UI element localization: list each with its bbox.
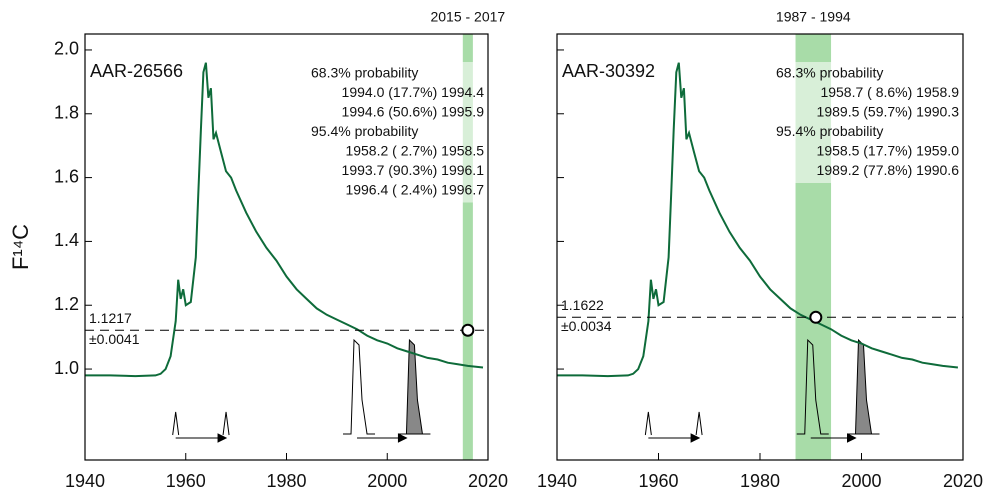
y-tick-label: 1.8 [54, 103, 79, 123]
probability-range: 1958.5 (17.7%) 1959.0 [817, 143, 960, 159]
sketch-dist [343, 338, 376, 435]
x-tick-label: 1960 [638, 471, 678, 491]
data-line [85, 62, 484, 378]
sketch-arrowhead [397, 433, 408, 443]
sketch-peak [172, 411, 180, 436]
measurement-value: 1.1217 [89, 310, 132, 326]
x-tick-label: 1980 [740, 471, 780, 491]
sketch-peak [644, 411, 652, 436]
calibration-sketch [644, 338, 880, 443]
calibration-sketch [172, 338, 431, 443]
data-line [557, 62, 959, 378]
sketch-peak [222, 411, 230, 436]
measurement-error: ±0.0034 [561, 318, 612, 334]
probability-range: 1958.2 ( 2.7%) 1958.5 [345, 143, 484, 159]
x-tick-label: 2000 [367, 471, 407, 491]
y-axis-label: F¹⁴C [8, 224, 33, 270]
plot-frame [556, 33, 964, 461]
sketch-arrowhead [847, 433, 857, 443]
y-tick-label: 1.0 [54, 358, 79, 378]
highlight-band [462, 34, 473, 460]
y-tick-label: 1.6 [54, 166, 79, 186]
sketch-peak [695, 411, 703, 436]
sketch-dist [847, 338, 880, 435]
probability-level: 68.3% probability [776, 65, 883, 81]
y-tick-label: 1.4 [54, 230, 79, 250]
sketch-arrowhead [217, 433, 228, 443]
plot-frame [84, 33, 489, 461]
x-tick-label: 1980 [266, 471, 306, 491]
probability-level: 95.4% probability [776, 123, 883, 139]
x-tick-label: 1940 [537, 471, 577, 491]
annotation-backdrop [772, 62, 961, 183]
probability-level: 95.4% probability [311, 123, 418, 139]
probability-range: 1989.5 (59.7%) 1990.3 [817, 104, 960, 120]
probability-range: 1994.0 (17.7%) 1994.4 [342, 84, 485, 100]
probability-range: 1994.6 (50.6%) 1995.9 [342, 104, 485, 120]
x-tick-label: 2000 [841, 471, 881, 491]
x-tick-label: 2020 [943, 471, 983, 491]
sketch-dist [796, 338, 829, 435]
sketch-arrowhead [690, 433, 701, 443]
sketch-dist [398, 338, 431, 435]
y-tick-label: 1.2 [54, 294, 79, 314]
y-tick-label: 2.0 [54, 39, 79, 59]
measurement-point [809, 310, 823, 324]
probability-range: 1993.7 (90.3%) 1996.1 [342, 162, 485, 178]
probability-level: 68.3% probability [311, 65, 418, 81]
annotation-backdrop [307, 62, 486, 203]
panel-title: AAR-26566 [90, 61, 183, 81]
panel-title: AAR-30392 [562, 61, 655, 81]
measurement-value: 1.1622 [561, 297, 604, 313]
measurement-error: ±0.0041 [89, 331, 140, 347]
band-label: 1987 - 1994 [776, 9, 851, 25]
probability-range: 1958.7 ( 8.6%) 1958.9 [820, 84, 959, 100]
probability-range: 1996.4 ( 2.4%) 1996.7 [345, 182, 484, 198]
x-tick-label: 1940 [65, 471, 105, 491]
probability-range: 1989.2 (77.8%) 1990.6 [817, 162, 960, 178]
x-tick-label: 1960 [166, 471, 206, 491]
x-tick-label: 2020 [468, 471, 508, 491]
measurement-point [461, 323, 475, 337]
band-label: 2015 - 2017 [430, 9, 505, 25]
